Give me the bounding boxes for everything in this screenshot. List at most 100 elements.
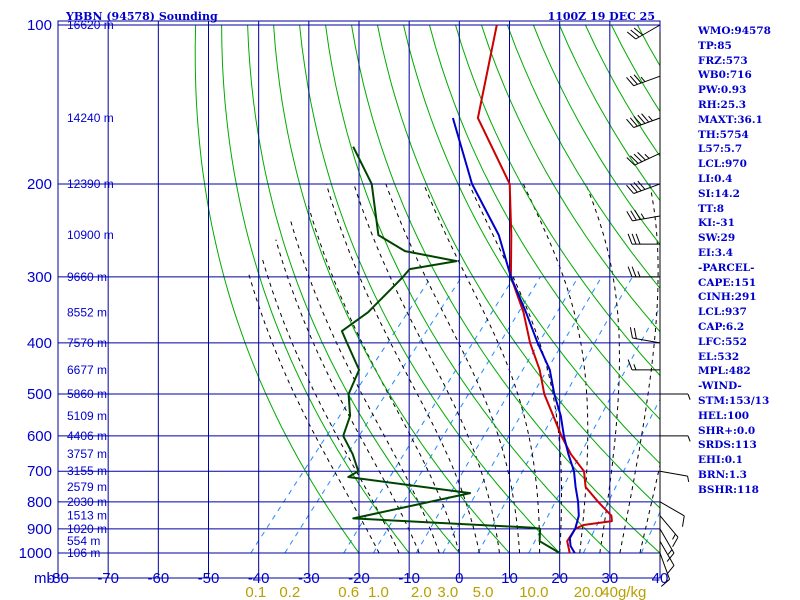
wind-barb-feather bbox=[637, 152, 646, 161]
station-title: YBBN (94578) Sounding bbox=[65, 10, 218, 23]
index-item: STM:153/13 bbox=[698, 394, 770, 407]
index-item: SW:29 bbox=[698, 232, 736, 245]
wind-barb-feather bbox=[626, 118, 635, 128]
indices-panel: WMO:94578 TP:85 FRZ:573 WB0:716 PW:0.93 RH:25… bbox=[698, 24, 798, 498]
wind-barb-feather bbox=[627, 233, 633, 245]
index-item: SHR+:0.0 bbox=[698, 424, 756, 437]
temperature-label: 10 bbox=[501, 570, 518, 587]
dry-adiabat-2 bbox=[247, 24, 460, 554]
wind-barb-feather bbox=[637, 180, 646, 190]
pressure-label-700: 700 bbox=[27, 463, 52, 480]
wind-barb-staff bbox=[659, 501, 685, 517]
pressure-unit-label: mb bbox=[34, 570, 55, 587]
wind-barb bbox=[659, 540, 675, 575]
wind-barb bbox=[626, 113, 661, 129]
wind-barb-half-feather bbox=[640, 213, 645, 220]
wind-barbs bbox=[626, 24, 691, 587]
mixing-ratio-label: 0.1 bbox=[245, 584, 266, 600]
mixing-ratio-line-0 bbox=[250, 276, 432, 554]
wind-barb-half-feather bbox=[640, 76, 646, 82]
index-item: PW:0.93 bbox=[698, 84, 747, 97]
moist-adiabat-0 bbox=[248, 272, 380, 554]
index-item: MAXT:36.1 bbox=[698, 113, 763, 126]
pressure-label-800: 800 bbox=[27, 494, 52, 511]
wind-barb-feather bbox=[681, 515, 685, 527]
temperature-label: 30 bbox=[601, 570, 618, 587]
wind-barb bbox=[659, 552, 671, 587]
wind-barb-feather bbox=[630, 155, 639, 164]
moist-adiabat-13 bbox=[639, 463, 660, 554]
index-item: TP:85 bbox=[698, 39, 732, 52]
temperature-label: -20 bbox=[348, 570, 370, 587]
mixing-ratio-line-3 bbox=[372, 276, 541, 554]
valid-time: 1100Z 19 DEC 25 bbox=[548, 10, 655, 23]
pressure-label-400: 400 bbox=[27, 335, 52, 352]
wind-barb-feather bbox=[630, 210, 637, 221]
wind-barb-staff bbox=[633, 117, 661, 129]
wind-barb-staff bbox=[635, 24, 661, 40]
temperature-label: -50 bbox=[198, 570, 220, 587]
height-label: 16620 m bbox=[67, 18, 114, 32]
index-item: BSHR:118 bbox=[698, 483, 759, 496]
wind-barb bbox=[659, 501, 685, 527]
index-item: FRZ:573 bbox=[698, 54, 748, 67]
mixing-ratio-line-9 bbox=[640, 510, 660, 554]
index-item: MPL:482 bbox=[698, 365, 751, 378]
wind-barb bbox=[626, 209, 661, 222]
dry-adiabat-6 bbox=[351, 24, 660, 554]
wind-barb-half-feather bbox=[672, 533, 676, 540]
index-item: SI:14.2 bbox=[698, 187, 740, 200]
wind-barb-feather bbox=[629, 117, 638, 127]
moist-adiabat-2 bbox=[275, 239, 420, 554]
wind-barb bbox=[627, 359, 660, 371]
index-item: SRDS:113 bbox=[698, 439, 757, 452]
mixing-ratio-label: 20.0 bbox=[574, 584, 603, 600]
wind-barb bbox=[659, 528, 675, 562]
index-item: HEL:100 bbox=[698, 409, 750, 422]
temperature-labels: -80 -70 -60 -50 -40 -30 -20 -10 0 10 20 30 40 bbox=[47, 570, 668, 587]
index-item: -PARCEL- bbox=[698, 261, 755, 274]
wind-barb-feather bbox=[633, 182, 642, 192]
wind-barb-half-feather bbox=[637, 271, 641, 278]
index-item: CAPE:151 bbox=[698, 276, 757, 289]
dry-adiabat-7 bbox=[377, 24, 660, 509]
index-item: RH:25.3 bbox=[698, 98, 747, 111]
height-label: 1513 m bbox=[67, 509, 107, 523]
wind-barb-feather bbox=[629, 327, 633, 339]
index-item: EHI:0.1 bbox=[698, 454, 743, 467]
mixing-ratio-label: 5.0 bbox=[473, 584, 494, 600]
pressure-label-200: 200 bbox=[27, 176, 52, 193]
height-label: 7570 m bbox=[67, 336, 107, 350]
index-item: EL:532 bbox=[698, 350, 740, 363]
height-label: 2579 m bbox=[67, 480, 107, 494]
wind-barb-feather bbox=[633, 327, 637, 339]
height-label: 5860 m bbox=[67, 387, 107, 401]
mixing-ratio-line-2 bbox=[343, 276, 515, 554]
moist-adiabat-7 bbox=[385, 183, 520, 553]
mixing-ratio-line-7 bbox=[528, 306, 660, 554]
dry-adiabat-11 bbox=[481, 24, 660, 333]
index-item: LI:0.4 bbox=[698, 172, 733, 185]
wind-barb bbox=[626, 24, 661, 40]
wind-barb-staff bbox=[659, 540, 675, 566]
index-item: LCL:970 bbox=[698, 158, 747, 171]
wind-barb-staff bbox=[634, 152, 661, 166]
pressure-label-100: 100 bbox=[27, 17, 52, 34]
wind-barb bbox=[660, 435, 691, 442]
wind-barb bbox=[627, 266, 660, 278]
temperature-label: -80 bbox=[47, 570, 69, 587]
dry-adiabat-5 bbox=[325, 24, 611, 554]
wind-barb-feather bbox=[633, 74, 642, 84]
height-label: 9660 m bbox=[67, 270, 107, 284]
index-item: LFC:552 bbox=[698, 335, 747, 348]
index-item: -WIND- bbox=[698, 380, 742, 393]
mixing-ratio-label: 0.2 bbox=[279, 584, 300, 600]
wind-barb bbox=[659, 515, 679, 548]
wind-barb-feather bbox=[641, 113, 650, 123]
pressure-label-300: 300 bbox=[27, 269, 52, 286]
wind-barb bbox=[660, 393, 691, 400]
index-item: KI:-31 bbox=[698, 217, 735, 230]
mixing-ratio-line-8 bbox=[582, 398, 660, 554]
wind-barb-feather bbox=[629, 75, 638, 85]
wind-barb-feather bbox=[637, 114, 646, 124]
